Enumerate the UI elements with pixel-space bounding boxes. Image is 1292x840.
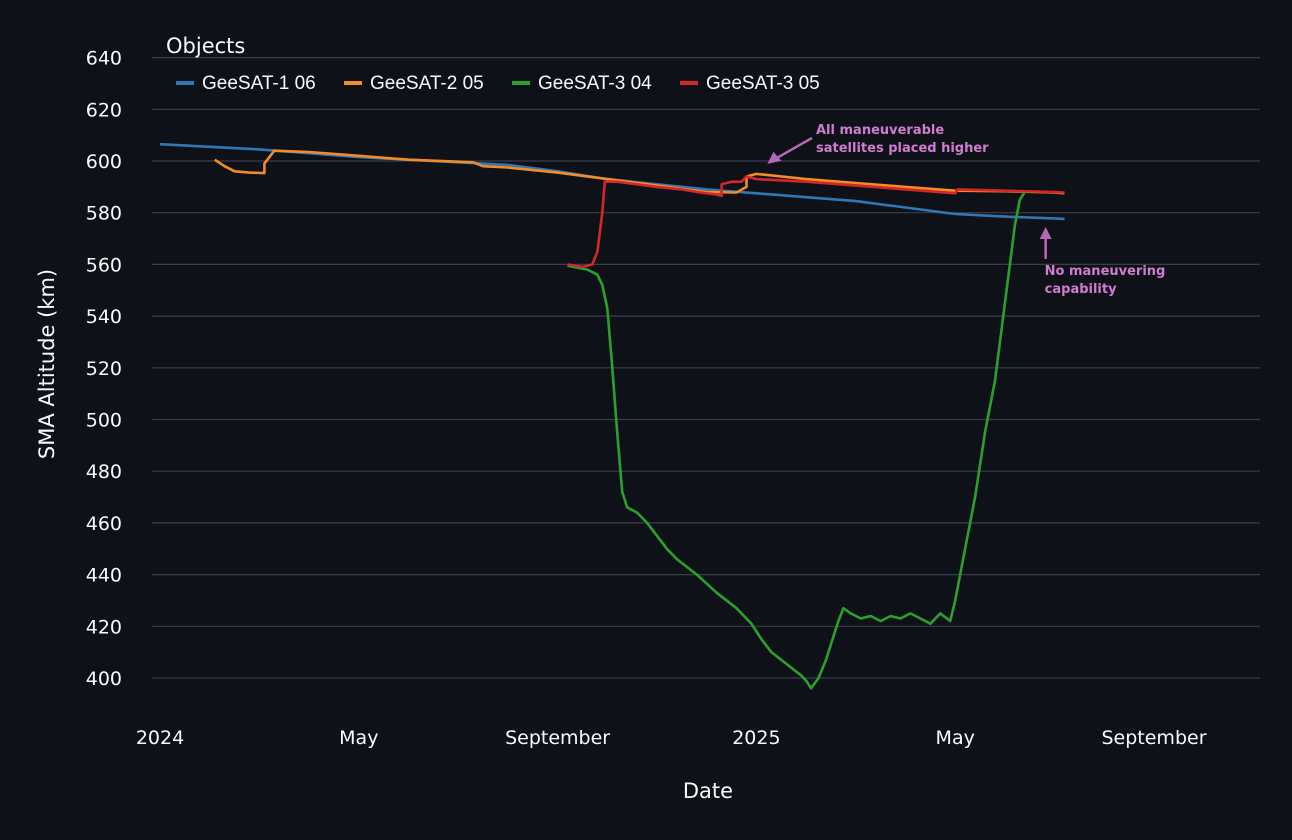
x-tick-label: May: [936, 727, 975, 749]
x-tick-label: 2025: [732, 727, 780, 749]
annotation-arrowhead-1: [767, 151, 782, 164]
y-tick-label: 500: [86, 410, 122, 432]
annotation-arrowhead-2: [1039, 227, 1052, 240]
annotation-text-1: All maneuverable: [816, 123, 944, 138]
annotation-text-2: No maneuvering: [1045, 264, 1166, 279]
y-tick-label: 420: [86, 616, 122, 638]
x-tick-label: September: [505, 727, 610, 749]
legend-label-4: GeeSAT-3 05: [706, 73, 820, 94]
legend-label-2: GeeSAT-2 05: [370, 73, 484, 94]
x-tick-label: September: [1101, 727, 1206, 749]
y-tick-label: 440: [86, 565, 122, 587]
y-tick-label: 540: [86, 306, 122, 328]
annotation-text-2: capability: [1045, 282, 1117, 297]
y-tick-label: 580: [86, 203, 122, 225]
y-tick-label: 460: [86, 513, 122, 535]
legend-label-3: GeeSAT-3 04: [538, 73, 652, 94]
y-tick-label: 520: [86, 358, 122, 380]
legend-title: Objects: [166, 34, 245, 58]
x-axis-label: Date: [683, 779, 733, 803]
series-line-4: [567, 175, 1065, 269]
y-tick-label: 600: [86, 151, 122, 173]
y-axis-label: SMA Altitude (km): [35, 269, 59, 459]
y-tick-label: 560: [86, 254, 122, 276]
annotation-arrow-1: [772, 136, 813, 162]
legend-label-1: GeeSAT-1 06: [202, 73, 316, 94]
y-tick-label: 640: [86, 48, 122, 70]
x-tick-label: 2024: [136, 727, 184, 749]
series-lines: [159, 142, 1065, 690]
series-line-2: [213, 149, 1065, 195]
annotations: All maneuverable satellites placed higher…: [767, 123, 1165, 297]
legend: GeeSAT-1 06 GeeSAT-2 05 GeeSAT-3 04 GeeSAT-…: [176, 73, 820, 94]
y-tick-label: 480: [86, 461, 122, 483]
x-axis-ticks: 2024 May September 2025 May September: [136, 727, 1207, 749]
x-tick-label: May: [339, 727, 378, 749]
y-axis-ticks: 400 420 440 460 480 500 520 540 560 580 600 620 640: [86, 48, 122, 690]
y-tick-label: 400: [86, 668, 122, 690]
annotation-text-1: satellites placed higher: [816, 141, 989, 156]
series-line-3: [567, 191, 1026, 690]
y-gridlines: [152, 56, 1260, 679]
y-tick-label: 620: [86, 99, 122, 121]
